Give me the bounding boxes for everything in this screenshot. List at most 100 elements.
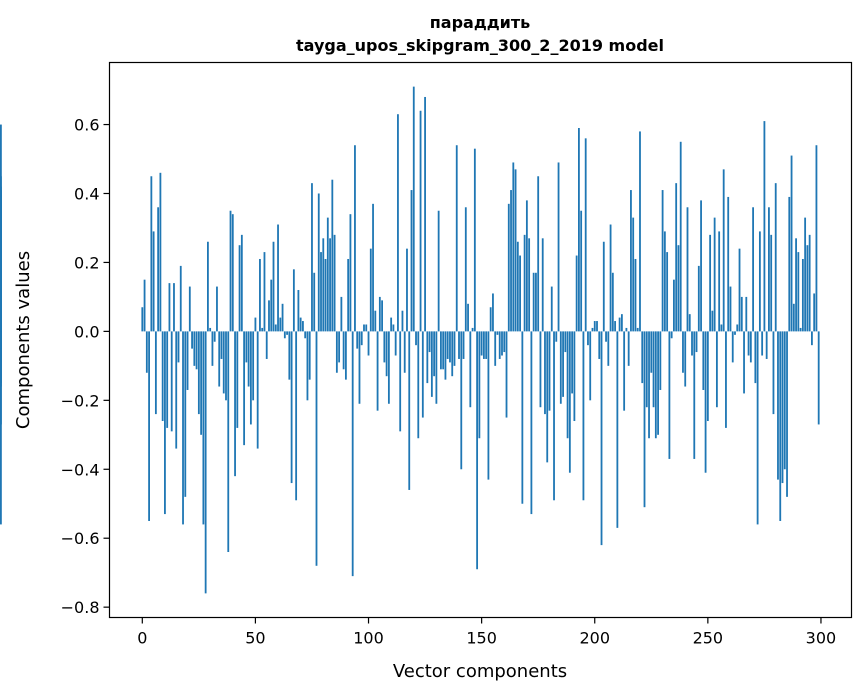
bar [315,331,318,566]
bar [390,317,393,332]
bar [553,331,555,501]
bar [234,331,236,477]
bar [397,114,399,332]
bar [349,214,352,332]
bar [274,324,277,332]
bar [539,331,542,408]
bar [670,331,673,339]
bar [369,248,372,332]
bar [286,331,288,335]
bar [401,310,404,332]
bar [304,331,307,339]
bar [358,331,361,404]
chart-subtitle: tayga_upos_skipgram_300_2_2019 model [296,36,664,55]
bar [299,317,302,332]
bar [392,324,395,332]
bar [419,110,422,332]
bar [575,255,578,332]
bar [607,331,610,366]
bar [408,331,411,490]
bar [263,252,266,332]
bar [220,331,223,359]
bar [616,331,619,528]
bar [254,317,257,332]
bar [322,238,325,332]
bar [444,331,447,380]
bar [173,283,175,332]
bar [462,331,465,359]
bar [469,331,472,408]
bar [308,331,311,380]
bar [0,331,2,387]
bar [541,238,544,332]
bar [530,331,533,515]
bar [317,193,320,332]
bar [351,331,354,577]
bar [200,331,203,435]
bar [249,331,252,425]
bar [222,331,225,394]
bar [528,238,531,332]
bar [412,86,415,332]
bar [270,279,273,332]
bar [686,207,689,332]
bar [636,327,639,332]
bar [645,331,648,408]
bar [0,217,2,332]
bar [387,331,390,404]
bar [0,331,2,349]
bar [684,331,687,387]
bar [496,331,499,335]
bar [333,234,336,332]
bar [297,290,300,332]
bar [632,217,635,332]
bar [302,321,304,332]
bar [503,331,506,353]
bar [435,331,438,404]
y-axis-label: Components values [13,251,34,429]
x-axis-label: Vector components [393,661,567,682]
bar [691,331,693,356]
bar [752,207,754,332]
bar [378,296,381,332]
bar [166,331,169,428]
x-ticks-group: 0 50 100 150 200 250 300 [137,617,836,648]
bar [157,207,160,332]
bar [768,207,770,332]
bar [715,331,718,408]
bar [777,331,779,480]
bar [168,283,171,332]
bar [152,231,155,332]
bar [747,331,750,356]
bar [813,293,816,332]
bar [236,331,239,428]
bar [765,331,768,359]
bar [159,172,162,332]
bar [745,296,748,332]
bar [795,238,797,332]
bar [555,331,558,342]
bar [265,331,268,359]
bar [218,331,221,387]
bar [376,331,379,411]
bar [501,331,503,356]
bar [489,307,492,332]
x-tick-label: 150 [466,629,497,648]
bar [602,241,605,332]
bar [600,331,603,546]
bar [306,331,309,401]
bar [342,331,345,370]
bar [478,331,481,439]
bar [505,331,508,418]
bars-group [0,86,820,594]
bar [797,252,800,332]
bar [272,241,275,332]
bar [279,317,282,332]
bar [598,331,601,359]
bar [749,331,752,363]
bar [761,331,764,356]
bar [385,331,388,377]
bar [363,324,365,332]
bar [584,138,587,332]
